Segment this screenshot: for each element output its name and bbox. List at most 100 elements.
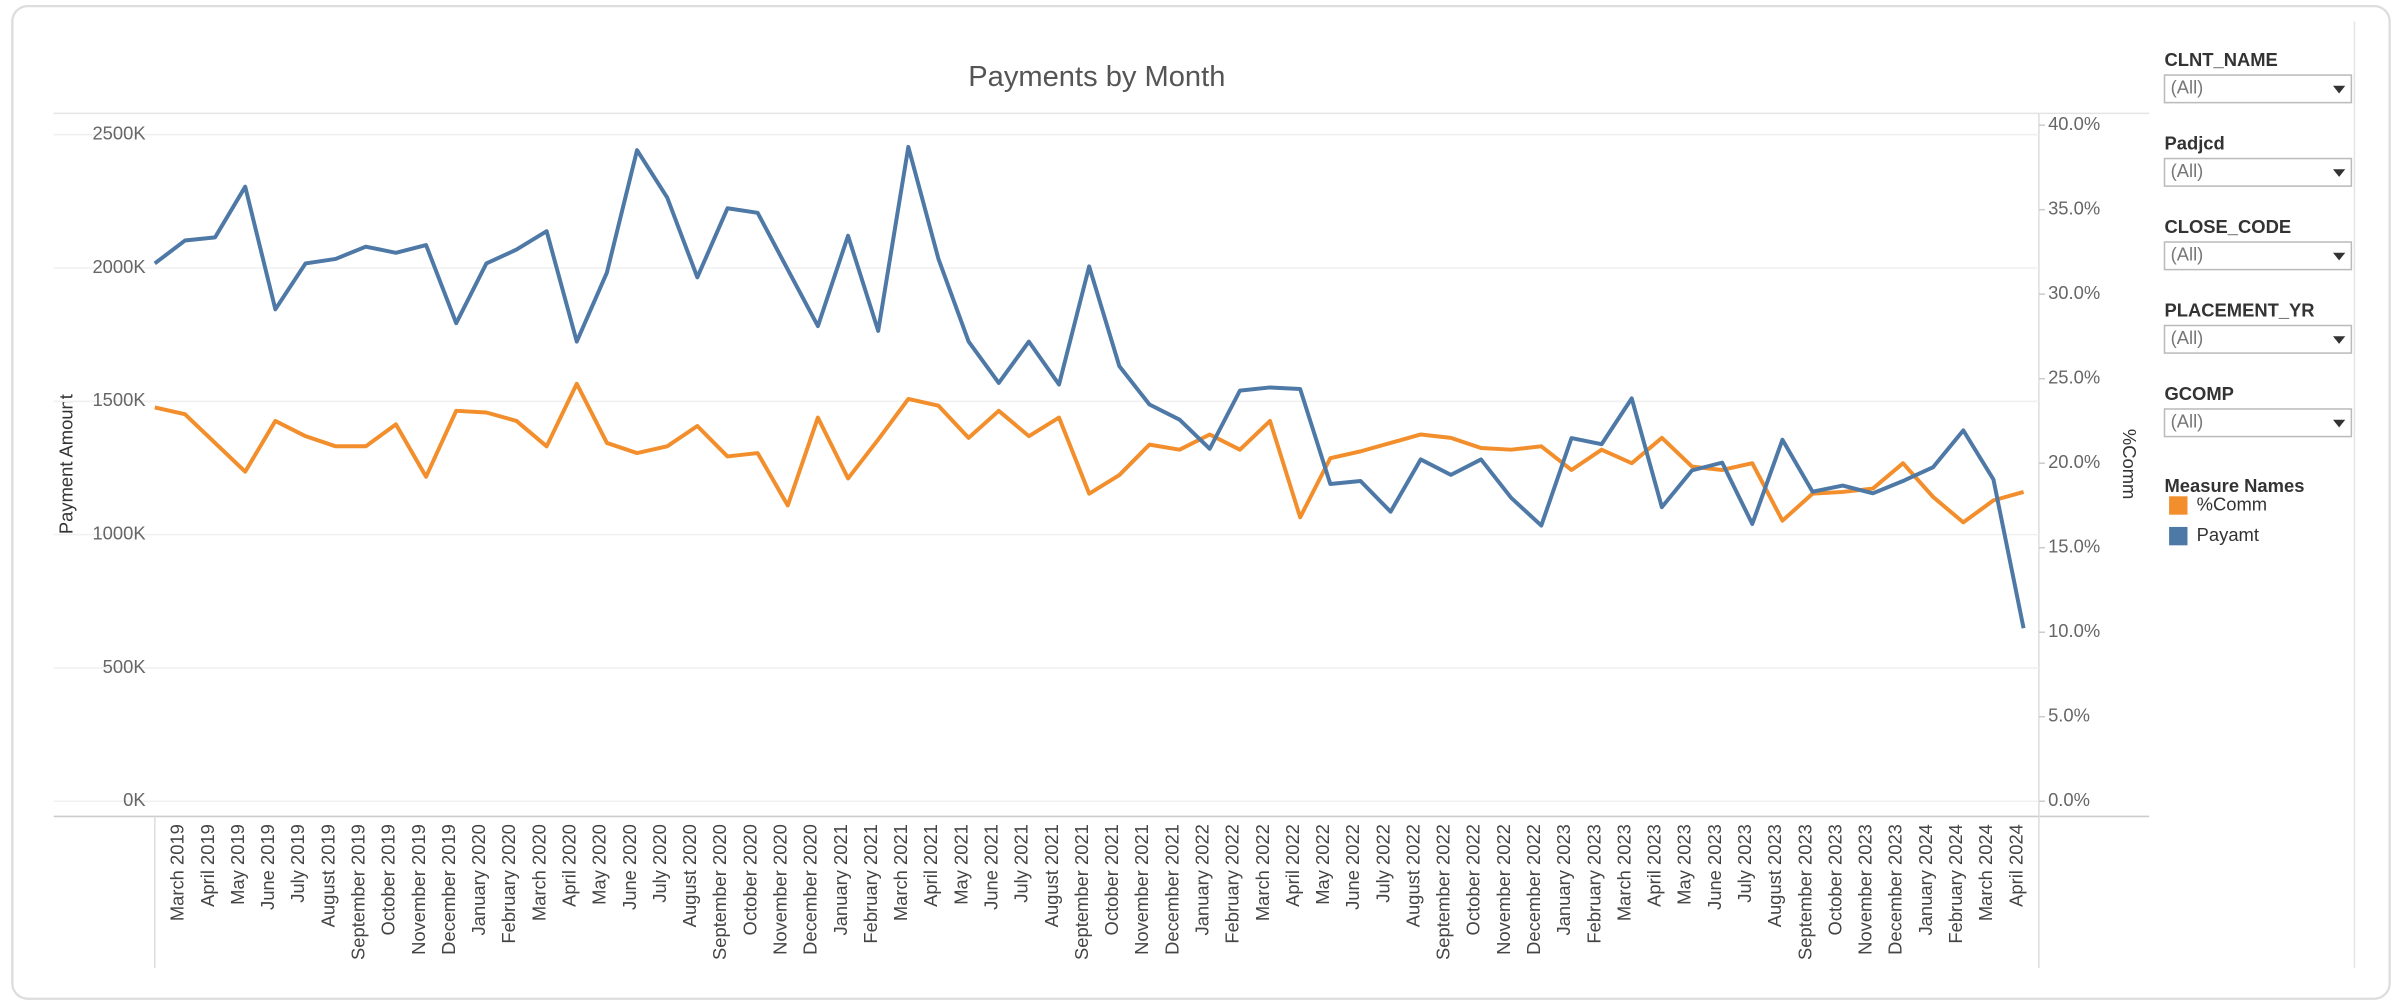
- x-tick-label: September 2022: [1433, 824, 1454, 960]
- x-tick-label: January 2021: [830, 824, 851, 935]
- filter-value: (All): [2171, 160, 2204, 181]
- x-tick-label: February 2020: [498, 824, 519, 944]
- filter-dropdown[interactable]: [2163, 324, 2353, 354]
- x-tick-label: April 2024: [2005, 824, 2026, 907]
- x-tick-label: February 2024: [1945, 824, 1966, 944]
- filter-value: (All): [2171, 244, 2204, 265]
- x-tick-label: October 2019: [378, 824, 399, 935]
- filter-dropdown[interactable]: [2163, 408, 2353, 438]
- filter-dropdown[interactable]: [2163, 74, 2353, 104]
- x-tick-label: March 2021: [890, 824, 911, 921]
- filter-value: (All): [2171, 77, 2204, 98]
- x-tick-label: May 2019: [227, 824, 248, 905]
- x-tick-label: July 2020: [649, 824, 670, 903]
- x-tick-label: April 2021: [920, 824, 941, 907]
- y-tick-label: 1000K: [92, 522, 146, 543]
- x-tick-label: June 2020: [619, 824, 640, 910]
- x-tick-label: June 2023: [1704, 824, 1725, 910]
- x-tick-label: September 2019: [348, 824, 369, 960]
- chart-title: Payments by Month: [968, 61, 1225, 93]
- x-tick-label: July 2021: [1011, 824, 1032, 903]
- x-tick-label: December 2023: [1885, 824, 1906, 955]
- series-line: [154, 381, 2025, 525]
- x-tick-label: June 2022: [1342, 824, 1363, 910]
- filter-dropdown[interactable]: [2163, 157, 2353, 187]
- x-tick-label: January 2020: [468, 824, 489, 935]
- y2-tick-label: 40.0%: [2048, 113, 2100, 134]
- x-tick-label: November 2021: [1131, 824, 1152, 955]
- x-tick-label: May 2022: [1312, 824, 1333, 905]
- dropdown-arrow: [2332, 419, 2346, 428]
- x-tick-label: July 2022: [1372, 824, 1393, 903]
- x-tick-label: October 2021: [1101, 824, 1122, 935]
- y2-tick-label: 10.0%: [2048, 620, 2100, 641]
- dropdown-arrow: [2332, 85, 2346, 94]
- y-tick-label: 2500K: [92, 123, 146, 144]
- x-tick-label: July 2019: [287, 824, 308, 903]
- y2-tick-label: 0.0%: [2048, 789, 2090, 810]
- x-tick-label: June 2021: [980, 824, 1001, 910]
- x-tick-label: August 2019: [317, 824, 338, 927]
- legend-label: Payamt: [2197, 524, 2259, 545]
- x-tick-label: December 2019: [438, 824, 459, 955]
- series-line: [153, 144, 2026, 629]
- y2-tick-label: 35.0%: [2048, 198, 2100, 219]
- x-tick-label: April 2020: [559, 824, 580, 907]
- x-tick-label: April 2019: [197, 824, 218, 907]
- y2-tick-label: 25.0%: [2048, 367, 2100, 388]
- legend-swatch: [2169, 496, 2188, 515]
- filter-label: CLOSE_CODE: [2164, 216, 2291, 237]
- x-tick-label: February 2022: [1222, 824, 1243, 944]
- y2-axis-label: %Comm: [2119, 429, 2140, 499]
- y-tick-label: 500K: [103, 656, 147, 677]
- filter-label: CLNT_NAME: [2164, 49, 2277, 70]
- x-tick-label: January 2024: [1915, 824, 1936, 935]
- x-tick-label: November 2023: [1855, 824, 1876, 955]
- dropdown-arrow: [2332, 336, 2346, 344]
- y-tick-label: 0K: [123, 789, 146, 810]
- x-tick-label: September 2021: [1071, 824, 1092, 960]
- filter-dropdown[interactable]: [2163, 241, 2353, 271]
- x-tick-label: March 2022: [1252, 824, 1273, 921]
- filter-value: (All): [2171, 327, 2204, 348]
- x-tick-label: November 2020: [769, 824, 790, 955]
- y-axis-label: Payment Amount: [55, 394, 76, 534]
- y2-tick-label: 15.0%: [2048, 536, 2100, 557]
- legend-title: Measure Names: [2164, 475, 2304, 496]
- x-tick-label: March 2023: [1613, 824, 1634, 921]
- x-tick-label: August 2020: [679, 824, 700, 927]
- x-tick-label: October 2020: [739, 824, 760, 935]
- x-tick-label: October 2022: [1463, 824, 1484, 935]
- filter-label: GCOMP: [2164, 383, 2233, 404]
- x-tick-label: January 2022: [1191, 824, 1212, 935]
- x-tick-label: May 2020: [589, 824, 610, 905]
- x-tick-label: January 2023: [1553, 824, 1574, 935]
- x-tick-label: April 2022: [1282, 824, 1303, 907]
- y-tick-label: 1500K: [92, 389, 146, 410]
- x-tick-label: October 2023: [1824, 824, 1845, 935]
- x-tick-label: July 2023: [1734, 824, 1755, 903]
- y2-tick-label: 30.0%: [2048, 282, 2100, 303]
- x-tick-label: December 2022: [1523, 824, 1544, 955]
- y2-tick-label: 20.0%: [2048, 451, 2100, 472]
- x-tick-label: August 2023: [1764, 824, 1785, 927]
- x-tick-label: August 2021: [1041, 824, 1062, 927]
- filter-value: (All): [2171, 411, 2204, 432]
- legend-swatch: [2169, 526, 2188, 546]
- x-tick-label: December 2020: [800, 824, 821, 955]
- dropdown-arrow: [2332, 169, 2346, 177]
- x-tick-label: September 2023: [1794, 824, 1815, 960]
- filter-label: PLACEMENT_YR: [2164, 300, 2314, 321]
- y2-tick-label: 5.0%: [2048, 705, 2090, 726]
- x-tick-label: March 2019: [167, 824, 188, 921]
- y-tick-label: 2000K: [92, 256, 146, 277]
- filter-label: Padjcd: [2164, 133, 2224, 154]
- x-tick-label: June 2019: [257, 824, 278, 910]
- x-tick-label: December 2021: [1161, 824, 1182, 955]
- x-tick-label: September 2020: [709, 824, 730, 960]
- x-tick-label: May 2021: [950, 824, 971, 905]
- legend-label: %Comm: [2197, 493, 2267, 514]
- x-tick-label: August 2022: [1402, 824, 1423, 927]
